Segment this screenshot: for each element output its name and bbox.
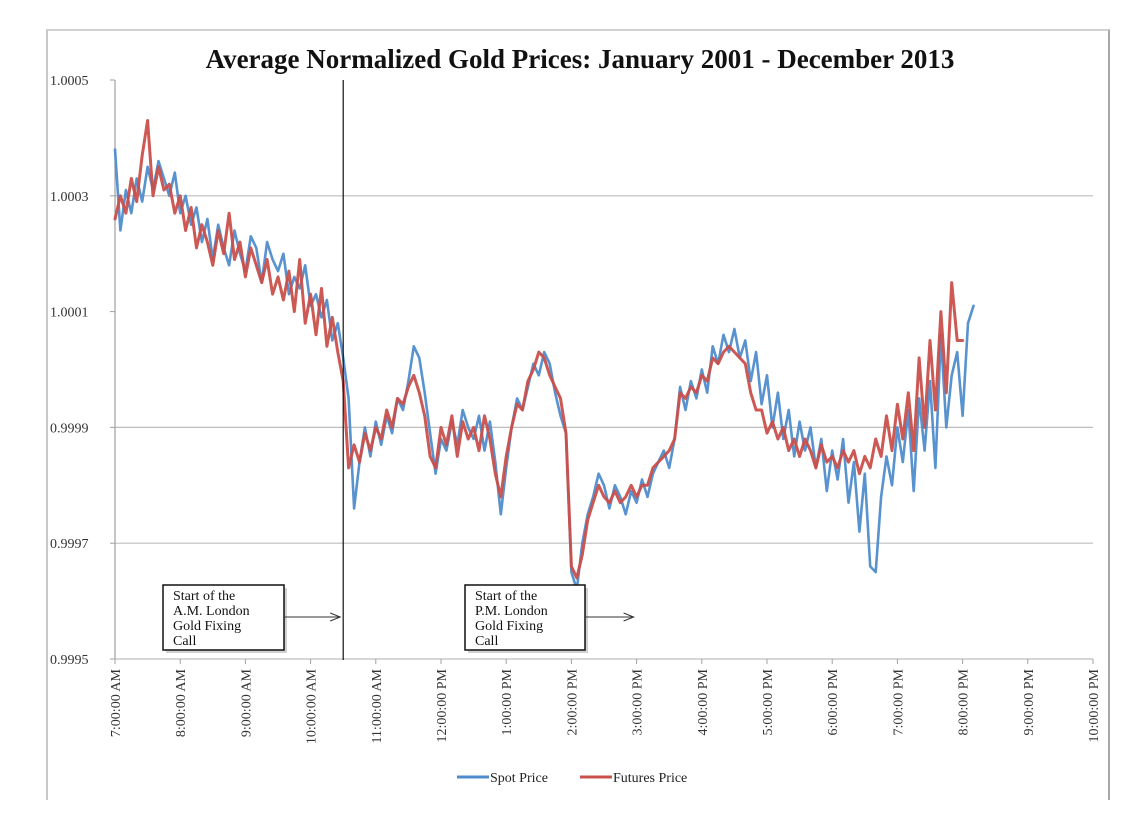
y-tick-label: 0.9997 [50,537,89,552]
annotation-box [162,584,285,651]
x-tick-label: 8:00:00 AM [174,668,189,737]
arrowhead-icon [330,612,342,622]
annotation-box [464,584,586,651]
y-tick-label: 1.0005 [50,74,89,89]
x-tick-label: 7:00:00 AM [109,668,124,737]
x-tick-label: 7:00:00 PM [891,668,906,735]
axes: 1.0005 1.0003 1.0001 0.9999 0.9997 0.9995 7:00… [50,74,1102,744]
x-tick-label: 6:00:00 PM [826,668,841,735]
x-tick-label: 2:00:00 PM [565,668,580,735]
chart-title: Average Normalized Gold Prices: January … [206,44,955,74]
x-tick-label: 4:00:00 PM [696,668,711,735]
legend-label: Spot Price [490,771,548,786]
annotation-text-line: Gold Fixing [475,619,543,634]
annotation-text-line: Call [475,634,498,649]
legend: Spot Price Futures Price [457,771,687,786]
y-tick-label: 1.0003 [50,190,89,205]
x-tick-label: 10:00:00 PM [1087,668,1102,742]
annotation-text-line: Start of the [173,589,235,604]
legend-item-spot-price: Spot Price [457,771,548,786]
series-layer [113,119,975,591]
x-tick-label: 3:00:00 PM [631,668,646,735]
futures-price-line [113,119,965,580]
annotation-text-line: Call [173,634,196,649]
y-tick-label: 0.9995 [50,653,89,668]
chart-frame [46,29,1110,800]
annotation-text-line: Start of the [475,589,537,604]
spot-price-line [113,148,975,591]
x-tick-label: 1:00:00 PM [500,668,515,735]
x-tick-label: 11:00:00 AM [370,668,385,743]
y-tick-label: 1.0001 [50,306,89,321]
annotation-text-line: Gold Fixing [173,619,241,634]
x-tick-label: 8:00:00 PM [957,668,972,735]
annotation-text-line: A.M. London [173,604,250,619]
gridlines [115,195,1093,544]
x-tick-label: 10:00:00 AM [305,668,320,744]
x-tick-label: 9:00:00 AM [239,668,254,737]
legend-item-futures-price: Futures Price [580,771,687,786]
arrowhead-icon [623,612,635,622]
x-tick-label: 9:00:00 PM [1022,668,1037,735]
annotation-text-line: P.M. London [475,604,548,619]
y-tick-label: 0.9999 [50,421,89,436]
x-tick-label: 12:00:00 PM [435,668,450,742]
legend-label: Futures Price [613,771,687,786]
x-tick-label: 5:00:00 PM [761,668,776,735]
